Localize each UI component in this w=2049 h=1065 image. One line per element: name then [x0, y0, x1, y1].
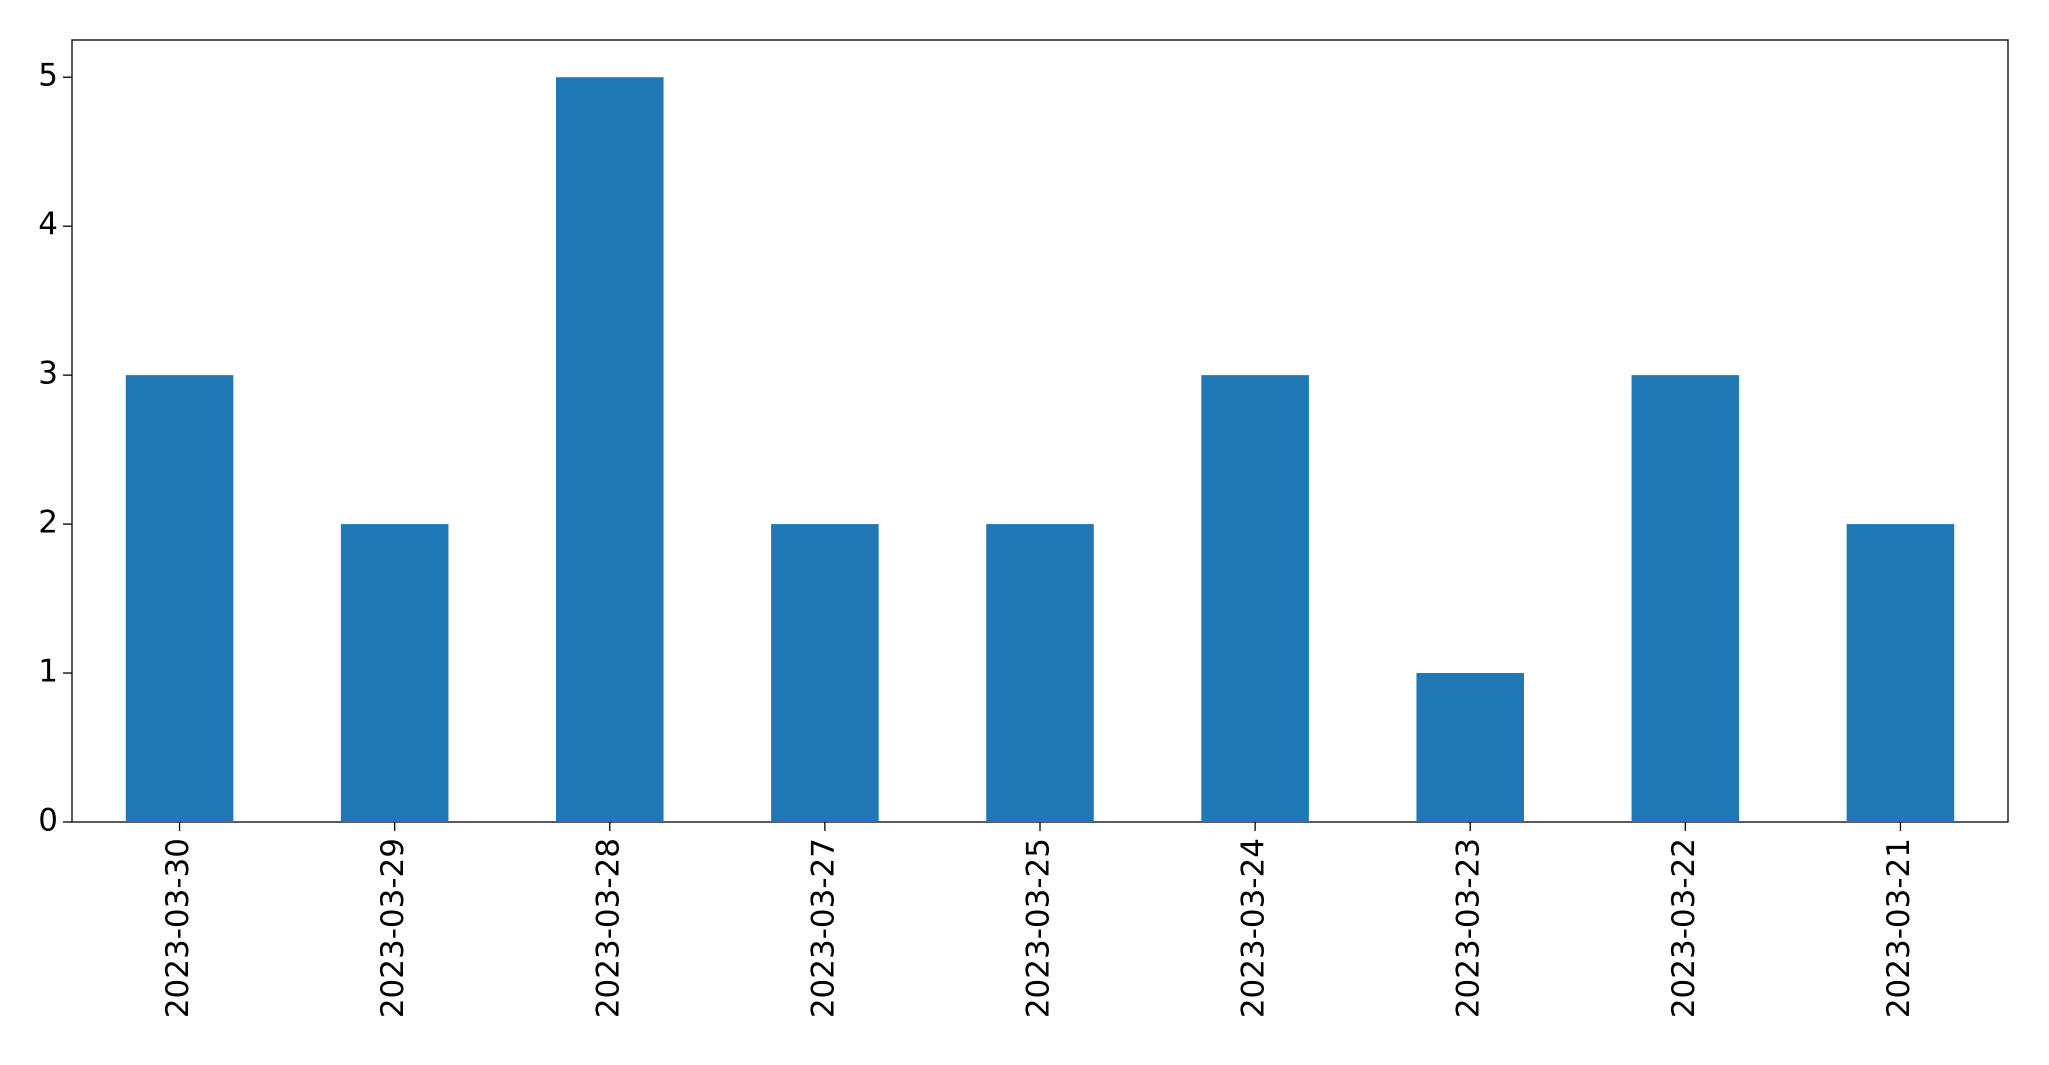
y-tick-label: 1 — [38, 654, 58, 690]
x-tick-label: 2023-03-22 — [1666, 838, 1702, 1018]
x-tick-label: 2023-03-23 — [1451, 838, 1487, 1018]
bar — [125, 375, 234, 822]
y-tick-label: 3 — [38, 356, 58, 392]
x-tick-label: 2023-03-27 — [805, 838, 841, 1018]
x-tick-label: 2023-03-24 — [1236, 838, 1272, 1018]
bar — [340, 524, 449, 822]
x-tick-label: 2023-03-21 — [1881, 838, 1917, 1018]
y-tick-label: 0 — [38, 803, 58, 839]
bar — [986, 524, 1094, 822]
y-tick-label: 4 — [38, 207, 58, 243]
y-tick-label: 5 — [38, 58, 58, 94]
bar — [1416, 673, 1524, 822]
bar — [556, 77, 664, 822]
bar — [1631, 375, 1740, 822]
bar — [1201, 375, 1309, 822]
x-tick-label: 2023-03-25 — [1021, 838, 1057, 1018]
x-tick-label: 2023-03-28 — [590, 838, 626, 1018]
x-tick-label: 2023-03-30 — [160, 838, 196, 1018]
y-tick-label: 2 — [38, 505, 58, 541]
bar — [771, 524, 879, 822]
x-tick-label: 2023-03-29 — [375, 838, 411, 1018]
bar — [1846, 524, 1955, 822]
